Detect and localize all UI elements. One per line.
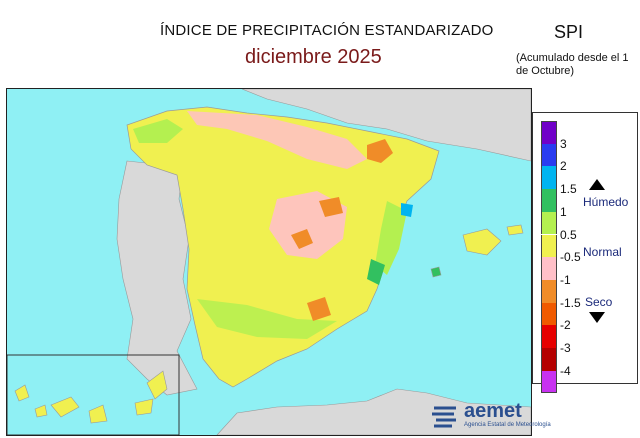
north-galicia-green: [133, 119, 183, 143]
aemet-emblem-icon: [432, 406, 456, 428]
legend-color-cell: [541, 166, 557, 190]
legend-tick-label: 2: [560, 159, 567, 174]
africa-land: [216, 388, 531, 435]
humid-label: Húmedo: [583, 195, 629, 209]
canary-island-1: [146, 370, 168, 400]
menorca: [506, 224, 524, 236]
legend-color-cell: [541, 302, 557, 326]
orange-spot-3: [291, 229, 313, 249]
dry-arrow-icon: [589, 312, 605, 323]
legend-tick-label: 3: [560, 136, 567, 151]
legend-color-cell: [541, 143, 557, 167]
legend-color-cell: [541, 211, 557, 235]
east-wet-zone: [375, 201, 407, 275]
aemet-logo-subtitle: Agencia Estatal de Meteorología: [464, 422, 551, 428]
legend-tick-label: -3: [560, 341, 571, 355]
canary-island-6: [34, 404, 48, 418]
map-period: diciembre 2025: [245, 46, 382, 68]
legend-tick-label: -0.5: [560, 250, 581, 265]
legend-color-cell: [541, 257, 557, 280]
legend-tick-label: -2: [560, 318, 571, 333]
france-land: [241, 89, 531, 162]
legend-tick-label: -1.5: [560, 295, 581, 310]
portugal-land: [116, 160, 198, 396]
mallorca: [462, 228, 502, 256]
canary-inset-frame: [7, 354, 180, 435]
spi-map: [6, 88, 532, 436]
legend-tick-label: -4: [560, 363, 571, 378]
legend-color-cell: [541, 234, 557, 258]
ibiza: [430, 266, 442, 278]
legend-tick-label: 0.5: [560, 227, 577, 242]
orange-spot-4: [319, 197, 343, 217]
legend-tick-label: 1: [560, 204, 567, 219]
valencia-blue-patch: [401, 203, 413, 217]
southwest-green-band: [197, 299, 337, 339]
canary-island-3: [88, 404, 108, 424]
map-title: ÍNDICE DE PRECIPITACIÓN ESTANDARIZADO: [160, 22, 494, 39]
dry-label: Seco: [585, 295, 613, 309]
aemet-logo-text: aemet: [464, 400, 522, 422]
canary-island-5: [14, 384, 30, 402]
north-dry-zone: [187, 111, 367, 169]
legend-color-cell: [541, 189, 557, 212]
accumulation-note: (Acumulado desde el 1 de Octubre): [516, 52, 629, 77]
orange-spot-1: [367, 139, 393, 163]
legend-color-cell: [541, 121, 557, 144]
legend-color-cell: [541, 348, 557, 371]
canary-island-4: [50, 396, 80, 418]
legend-color-cell: [541, 325, 557, 348]
canary-island-2: [134, 398, 154, 416]
orange-spot-2: [307, 297, 331, 321]
east-green-patch: [367, 259, 385, 285]
spi-legend: 3 2 1.5 1 0.5 -0.5 -1 -1.5 -2 -3 -4 Húmedo Normal …: [532, 112, 638, 394]
legend-color-cell: [541, 370, 557, 394]
legend-tick-label: 1.5: [560, 182, 577, 197]
humid-arrow-icon: [589, 179, 605, 190]
legend-tick-label: -1: [560, 272, 571, 287]
legend-color-cell: [541, 279, 557, 303]
index-name: SPI: [554, 22, 584, 42]
aemet-logo: aemet Agencia Estatal de Meteorología: [430, 400, 551, 434]
normal-label: Normal: [583, 245, 622, 259]
